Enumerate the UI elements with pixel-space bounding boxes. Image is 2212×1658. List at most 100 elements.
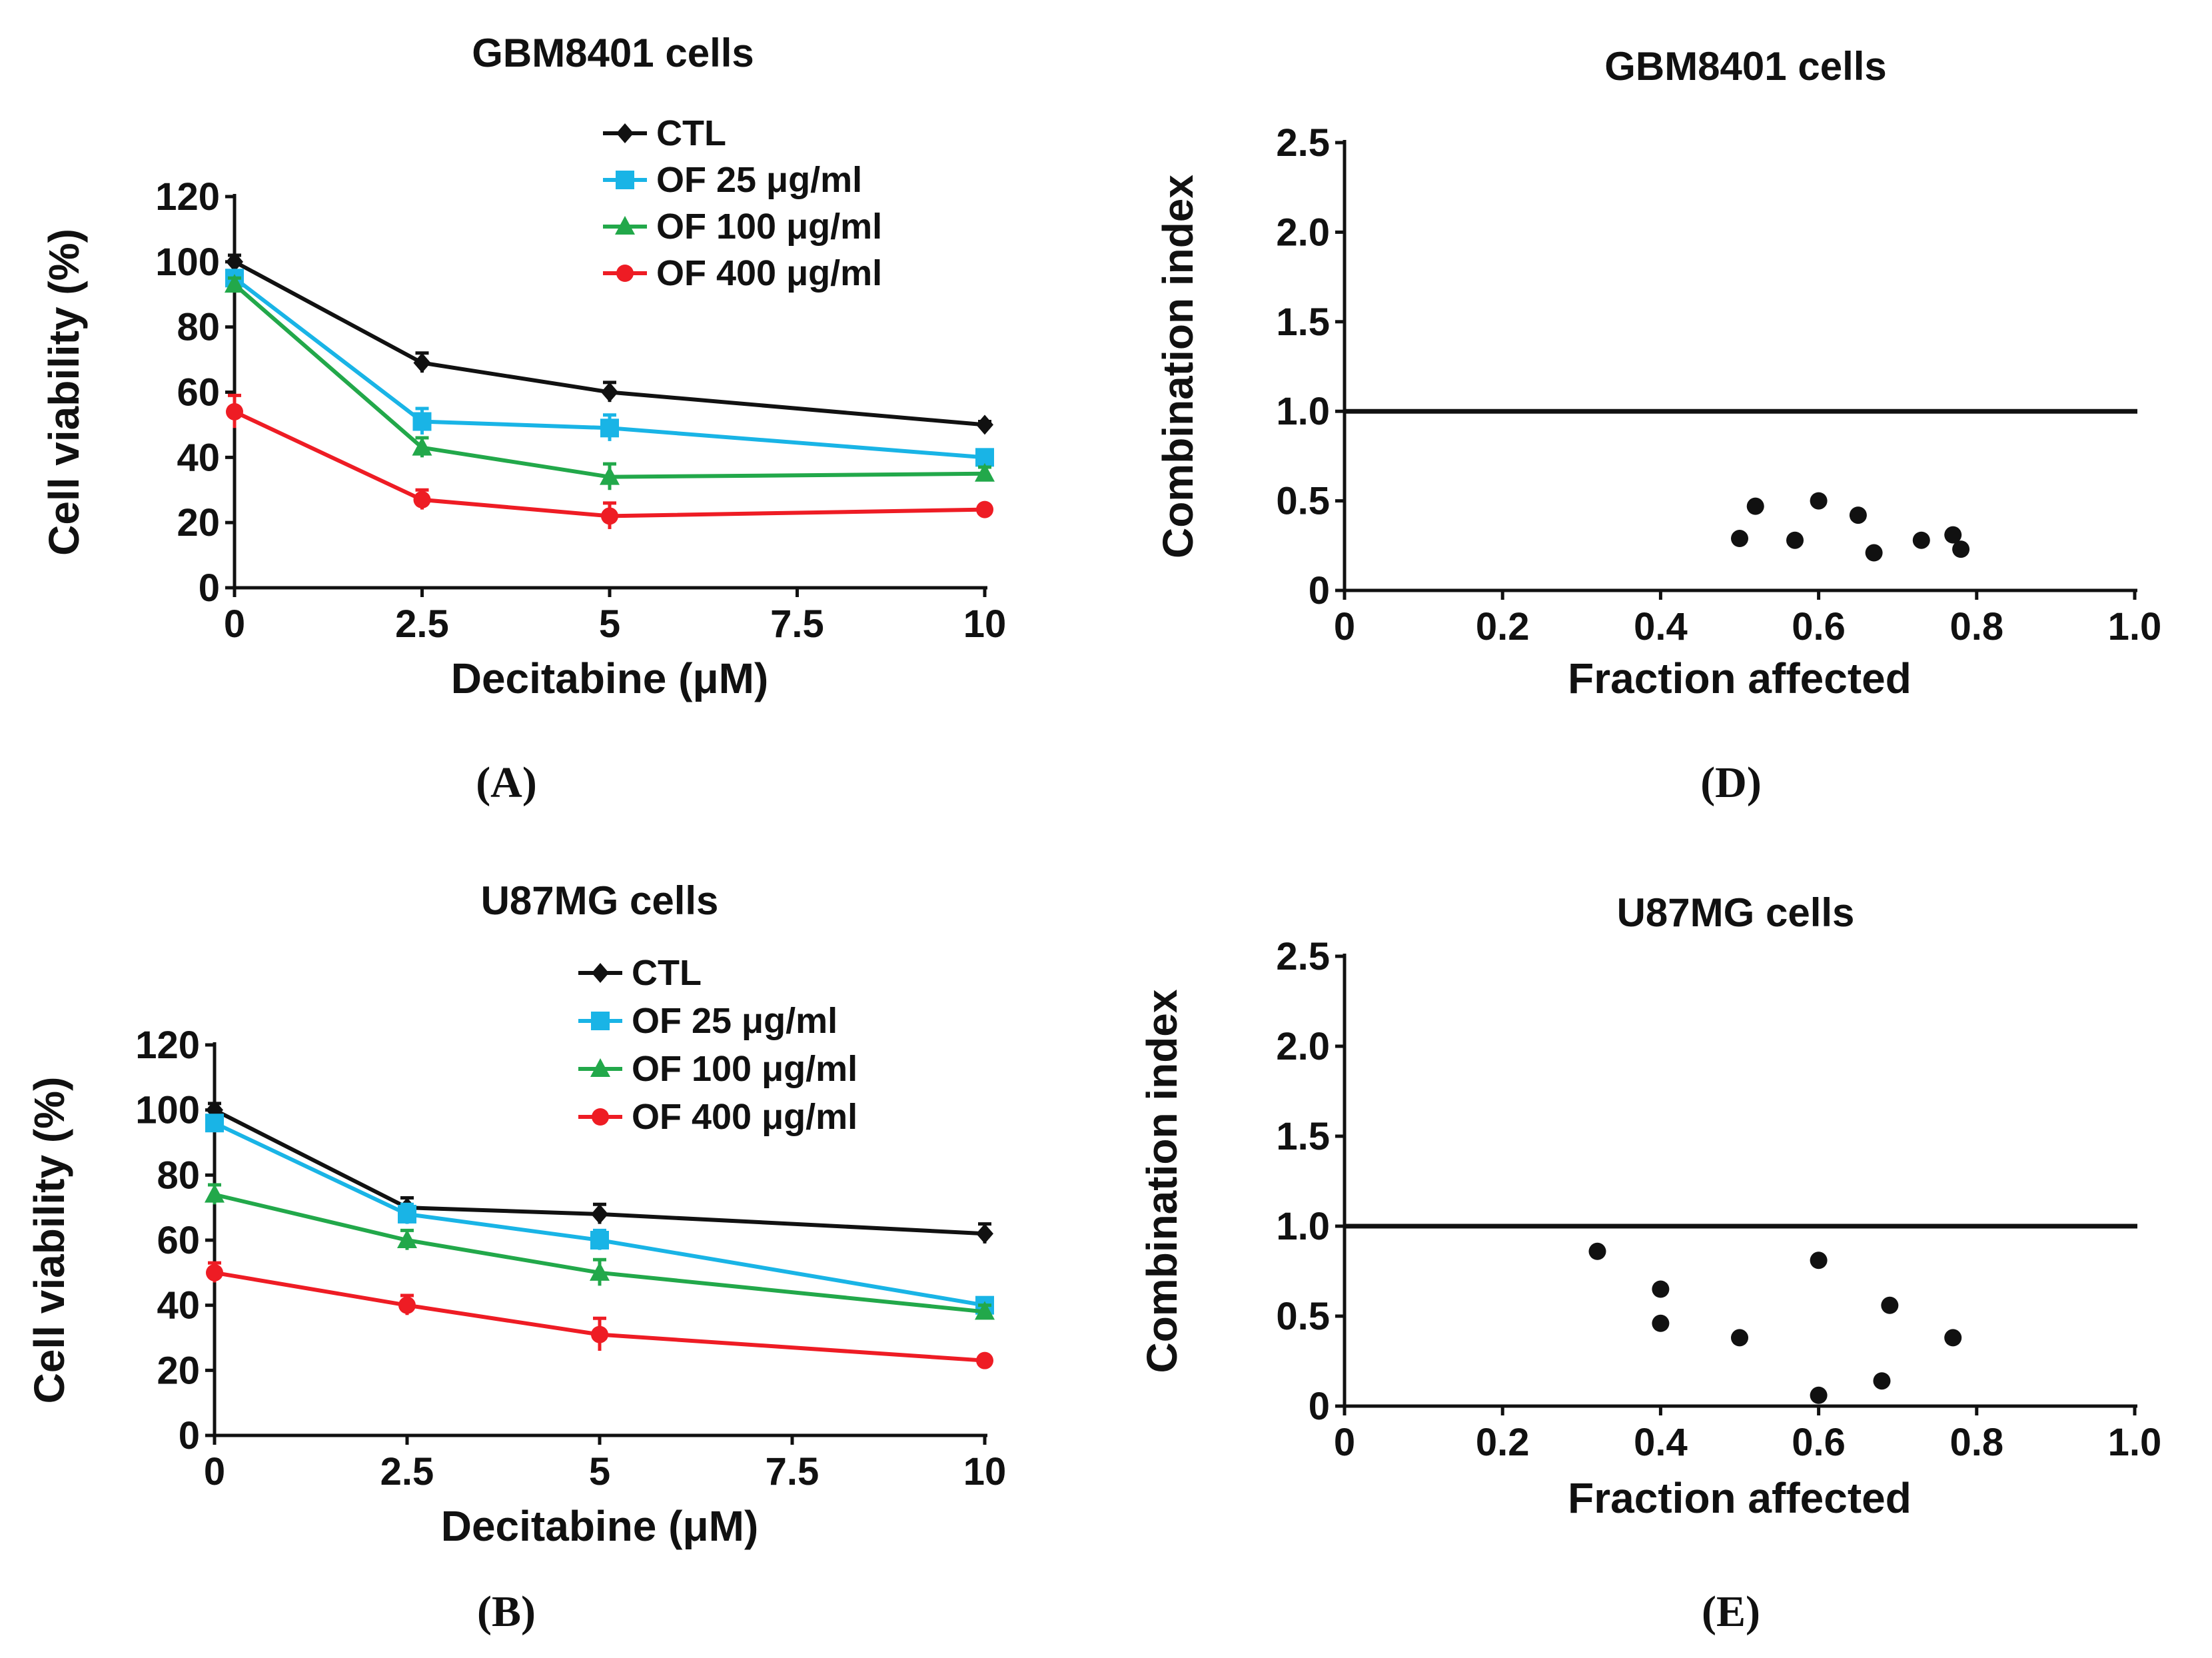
- x-axis-label: Fraction affected: [1568, 654, 1912, 702]
- x-tick-label: 0: [1334, 605, 1355, 648]
- legend-entry: OF 100 μg/ml: [632, 1049, 857, 1089]
- data-point: [591, 1325, 608, 1343]
- y-axis-label: Cell viability (%): [25, 1077, 73, 1404]
- data-point: [601, 382, 618, 403]
- x-tick-label: 0.6: [1792, 1421, 1846, 1464]
- y-tick-label: 20: [157, 1349, 200, 1392]
- scatter-point: [1588, 1242, 1606, 1260]
- data-point: [398, 1296, 416, 1314]
- y-tick-label: 120: [135, 1024, 200, 1067]
- series-of-25-g-ml: [225, 269, 994, 467]
- data-point: [600, 418, 619, 438]
- series-line: [233, 276, 985, 460]
- data-point: [205, 1114, 224, 1133]
- x-tick-label: 2.5: [380, 1450, 434, 1493]
- series-line: [233, 260, 985, 427]
- series-line: [233, 410, 985, 518]
- x-tick-label: 0.8: [1949, 1421, 2003, 1464]
- data-point: [412, 412, 432, 431]
- y-axis-label: Combination index: [1138, 989, 1186, 1373]
- series-line: [213, 1108, 985, 1236]
- legend-marker: [615, 216, 635, 235]
- series-of-100-g-ml: [205, 1183, 995, 1320]
- y-tick-label: 80: [177, 306, 220, 349]
- legend-marker: [616, 265, 634, 282]
- legend-entry: OF 400 μg/ml: [632, 1097, 857, 1137]
- y-tick-label: 100: [135, 1089, 200, 1132]
- x-tick-label: 5: [589, 1450, 610, 1493]
- chart-title: U87MG cells: [481, 878, 719, 923]
- y-tick-label: 120: [155, 175, 220, 219]
- legend-entry: OF 25 μg/ml: [632, 1001, 837, 1041]
- x-tick-label: 2.5: [395, 602, 449, 646]
- data-point: [976, 1351, 993, 1369]
- data-point: [413, 353, 431, 373]
- x-tick-label: 10: [963, 602, 1007, 646]
- scatter-point: [1881, 1296, 1899, 1314]
- data-point: [975, 462, 995, 482]
- x-tick-label: 0.2: [1476, 605, 1530, 648]
- scatter-point: [1786, 531, 1804, 549]
- y-tick-label: 60: [177, 371, 220, 414]
- legend-entry: CTL: [632, 953, 702, 993]
- data-point: [398, 1204, 416, 1224]
- chart-panel-B: U87MG cells 0 20 40 60 80 100 120 0 2.5 5 7.5 10 Deci…: [25, 878, 1006, 1636]
- x-tick-label: 0.2: [1476, 1421, 1530, 1464]
- scatter-point: [1731, 1329, 1748, 1347]
- data-point: [976, 414, 993, 435]
- x-tick-label: 1.0: [2108, 1421, 2162, 1464]
- y-tick-label: 1.5: [1276, 1115, 1330, 1158]
- data-point: [226, 251, 243, 272]
- data-point: [226, 403, 243, 420]
- legend-marker: [592, 963, 609, 983]
- chart-panel-D: GBM8401 cells 0 0.5 1.0 1.5 2.0 2.5 0 0.2 0.4 0.6 0…: [1154, 44, 2161, 807]
- data-point: [205, 1184, 225, 1203]
- data-point: [225, 274, 245, 293]
- data-point: [976, 500, 993, 518]
- y-tick-label: 60: [157, 1219, 200, 1262]
- legend-entry: OF 25 μg/ml: [656, 160, 862, 200]
- data-point: [976, 1224, 993, 1244]
- y-tick-label: 0: [1309, 1385, 1330, 1428]
- y-axis-label: Combination index: [1154, 175, 1202, 558]
- panel-label: (A): [476, 758, 537, 807]
- scatter-point: [1652, 1314, 1670, 1332]
- series-ctl: [226, 251, 993, 435]
- legend-marker: [591, 1012, 610, 1030]
- x-tick-label: 10: [963, 1450, 1007, 1493]
- y-tick-label: 2.5: [1276, 935, 1330, 978]
- data-point: [590, 1231, 609, 1249]
- x-tick-label: 0.6: [1792, 605, 1846, 648]
- scatter-point: [1912, 531, 1930, 549]
- data-point: [601, 507, 618, 525]
- y-tick-label: 1.0: [1276, 1205, 1330, 1248]
- y-tick-label: 0: [1309, 569, 1330, 612]
- y-tick-label: 1.5: [1276, 301, 1330, 344]
- panel-label: (D): [1700, 758, 1762, 807]
- scatter-point: [1944, 526, 1962, 544]
- legend-entry: OF 400 μg/ml: [656, 253, 882, 293]
- x-tick-label: 7.5: [766, 1450, 820, 1493]
- y-axis-label: Cell viability (%): [40, 229, 88, 556]
- scatter-point: [1810, 492, 1828, 510]
- legend-entry: CTL: [656, 113, 726, 153]
- legend-marker: [616, 123, 634, 143]
- x-axis-label: Fraction affected: [1568, 1474, 1912, 1522]
- series-line: [214, 1270, 985, 1363]
- legend-marker: [590, 1058, 610, 1077]
- series-line: [233, 283, 985, 479]
- chart-title: GBM8401 cells: [1604, 44, 1887, 89]
- x-tick-label: 0.4: [1634, 1421, 1688, 1464]
- y-tick-label: 2.5: [1276, 121, 1330, 165]
- panel-label: (E): [1702, 1587, 1760, 1636]
- scatter-point: [1810, 1251, 1828, 1269]
- y-tick-label: 40: [157, 1284, 200, 1327]
- series-line: [213, 1121, 985, 1307]
- data-point: [206, 1263, 223, 1281]
- y-tick-label: 20: [177, 501, 220, 544]
- y-tick-label: 80: [157, 1154, 200, 1197]
- series-of-400-g-ml: [206, 1261, 993, 1369]
- scatter-point: [1652, 1280, 1670, 1298]
- x-axis-label: Decitabine (μM): [451, 654, 769, 702]
- y-tick-label: 0.5: [1276, 480, 1330, 523]
